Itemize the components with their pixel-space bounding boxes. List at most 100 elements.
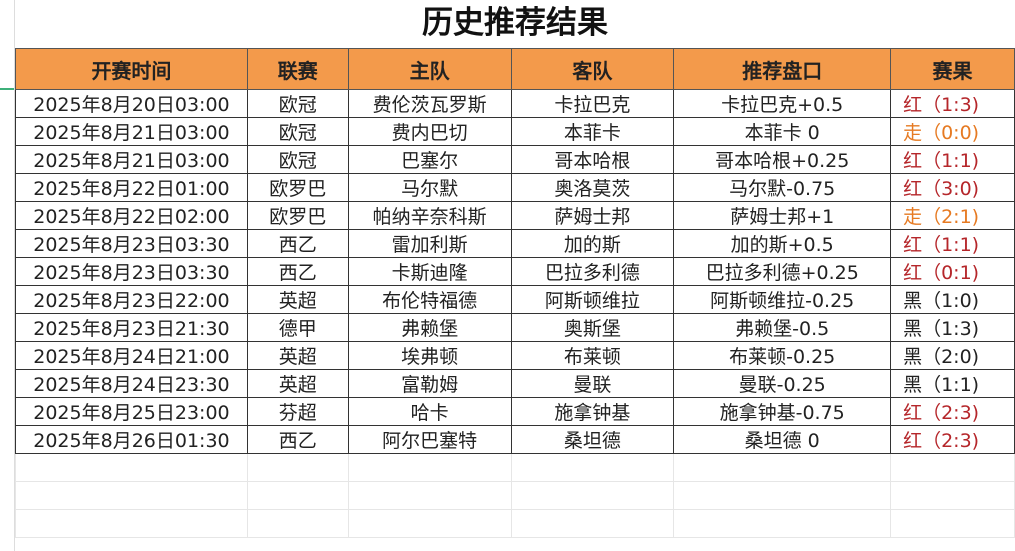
- cell-away[interactable]: 施拿钟基: [510, 397, 675, 426]
- cell-home[interactable]: 费伦茨瓦罗斯: [347, 89, 512, 118]
- empty-cell[interactable]: [15, 509, 248, 538]
- cell-home[interactable]: 卡斯迪隆: [347, 257, 512, 286]
- cell-result[interactable]: 黑（1:0): [890, 285, 1015, 314]
- header-pick[interactable]: 推荐盘口: [673, 48, 892, 90]
- cell-time[interactable]: 2025年8月23日22:00: [15, 285, 248, 314]
- cell-league[interactable]: 西乙: [246, 425, 349, 454]
- cell-away[interactable]: 阿斯顿维拉: [510, 285, 675, 314]
- cell-pick[interactable]: 卡拉巴克+0.5: [673, 89, 892, 118]
- header-league[interactable]: 联赛: [246, 48, 349, 90]
- cell-result[interactable]: 黑（1:1): [890, 369, 1015, 398]
- cell-away[interactable]: 布莱顿: [510, 341, 675, 370]
- cell-pick[interactable]: 哥本哈根+0.25: [673, 145, 892, 174]
- cell-league[interactable]: 欧罗巴: [246, 173, 349, 202]
- cell-result[interactable]: 红（1:1): [890, 229, 1015, 258]
- cell-result[interactable]: 红（2:3): [890, 425, 1015, 454]
- cell-time[interactable]: 2025年8月25日23:00: [15, 397, 248, 426]
- cell-league[interactable]: 欧罗巴: [246, 201, 349, 230]
- cell-away[interactable]: 桑坦德: [510, 425, 675, 454]
- empty-cell[interactable]: [246, 481, 349, 510]
- cell-league[interactable]: 欧冠: [246, 145, 349, 174]
- cell-home[interactable]: 富勒姆: [347, 369, 512, 398]
- cell-time[interactable]: 2025年8月20日03:00: [15, 89, 248, 118]
- cell-pick[interactable]: 本菲卡 0: [673, 117, 892, 146]
- empty-cell[interactable]: [15, 453, 248, 482]
- cell-away[interactable]: 奥斯堡: [510, 313, 675, 342]
- cell-result[interactable]: 黑（2:0): [890, 341, 1015, 370]
- cell-league[interactable]: 西乙: [246, 257, 349, 286]
- cell-away[interactable]: 巴拉多利德: [510, 257, 675, 286]
- cell-home[interactable]: 埃弗顿: [347, 341, 512, 370]
- cell-time[interactable]: 2025年8月21日03:00: [15, 145, 248, 174]
- cell-time[interactable]: 2025年8月22日02:00: [15, 201, 248, 230]
- header-away[interactable]: 客队: [510, 48, 675, 90]
- cell-time[interactable]: 2025年8月23日03:30: [15, 229, 248, 258]
- cell-result[interactable]: 走（2:1): [890, 201, 1015, 230]
- cell-away[interactable]: 曼联: [510, 369, 675, 398]
- cell-time[interactable]: 2025年8月23日21:30: [15, 313, 248, 342]
- empty-cell[interactable]: [673, 453, 892, 482]
- cell-result[interactable]: 红（1:1): [890, 145, 1015, 174]
- cell-league[interactable]: 欧冠: [246, 89, 349, 118]
- cell-pick[interactable]: 加的斯+0.5: [673, 229, 892, 258]
- cell-pick[interactable]: 阿斯顿维拉-0.25: [673, 285, 892, 314]
- empty-cell[interactable]: [510, 481, 675, 510]
- cell-home[interactable]: 哈卡: [347, 397, 512, 426]
- cell-league[interactable]: 德甲: [246, 313, 349, 342]
- cell-pick[interactable]: 曼联-0.25: [673, 369, 892, 398]
- header-result[interactable]: 赛果: [890, 48, 1015, 90]
- cell-league[interactable]: 欧冠: [246, 117, 349, 146]
- cell-time[interactable]: 2025年8月21日03:00: [15, 117, 248, 146]
- cell-time[interactable]: 2025年8月23日03:30: [15, 257, 248, 286]
- cell-away[interactable]: 卡拉巴克: [510, 89, 675, 118]
- cell-away[interactable]: 加的斯: [510, 229, 675, 258]
- empty-cell[interactable]: [347, 453, 512, 482]
- empty-cell[interactable]: [673, 509, 892, 538]
- cell-time[interactable]: 2025年8月24日21:00: [15, 341, 248, 370]
- empty-cell[interactable]: [246, 509, 349, 538]
- empty-cell[interactable]: [890, 453, 1015, 482]
- cell-result[interactable]: 红（0:1): [890, 257, 1015, 286]
- cell-league[interactable]: 英超: [246, 341, 349, 370]
- cell-league[interactable]: 英超: [246, 285, 349, 314]
- empty-cell[interactable]: [890, 481, 1015, 510]
- cell-pick[interactable]: 弗赖堡-0.5: [673, 313, 892, 342]
- empty-cell[interactable]: [246, 453, 349, 482]
- cell-result[interactable]: 红（1:3): [890, 89, 1015, 118]
- empty-cell[interactable]: [890, 509, 1015, 538]
- empty-cell[interactable]: [510, 453, 675, 482]
- empty-cell[interactable]: [15, 481, 248, 510]
- cell-away[interactable]: 哥本哈根: [510, 145, 675, 174]
- header-home[interactable]: 主队: [347, 48, 512, 90]
- cell-league[interactable]: 西乙: [246, 229, 349, 258]
- cell-pick[interactable]: 布莱顿-0.25: [673, 341, 892, 370]
- cell-away[interactable]: 萨姆士邦: [510, 201, 675, 230]
- cell-result[interactable]: 走（0:0): [890, 117, 1015, 146]
- empty-cell[interactable]: [673, 481, 892, 510]
- cell-home[interactable]: 弗赖堡: [347, 313, 512, 342]
- cell-time[interactable]: 2025年8月26日01:30: [15, 425, 248, 454]
- cell-home[interactable]: 费内巴切: [347, 117, 512, 146]
- cell-league[interactable]: 英超: [246, 369, 349, 398]
- cell-away[interactable]: 奥洛莫茨: [510, 173, 675, 202]
- cell-pick[interactable]: 萨姆士邦+1: [673, 201, 892, 230]
- cell-time[interactable]: 2025年8月24日23:30: [15, 369, 248, 398]
- cell-home[interactable]: 巴塞尔: [347, 145, 512, 174]
- cell-pick[interactable]: 桑坦德 0: [673, 425, 892, 454]
- cell-time[interactable]: 2025年8月22日01:00: [15, 173, 248, 202]
- cell-result[interactable]: 红（3:0): [890, 173, 1015, 202]
- cell-pick[interactable]: 巴拉多利德+0.25: [673, 257, 892, 286]
- cell-home[interactable]: 阿尔巴塞特: [347, 425, 512, 454]
- cell-home[interactable]: 雷加利斯: [347, 229, 512, 258]
- cell-result[interactable]: 红（2:3): [890, 397, 1015, 426]
- cell-result[interactable]: 黑（1:3): [890, 313, 1015, 342]
- cell-home[interactable]: 帕纳辛奈科斯: [347, 201, 512, 230]
- cell-pick[interactable]: 马尔默-0.75: [673, 173, 892, 202]
- empty-cell[interactable]: [347, 481, 512, 510]
- cell-home[interactable]: 马尔默: [347, 173, 512, 202]
- empty-cell[interactable]: [347, 509, 512, 538]
- cell-away[interactable]: 本菲卡: [510, 117, 675, 146]
- header-time[interactable]: 开赛时间: [15, 48, 248, 90]
- empty-cell[interactable]: [510, 509, 675, 538]
- cell-pick[interactable]: 施拿钟基-0.75: [673, 397, 892, 426]
